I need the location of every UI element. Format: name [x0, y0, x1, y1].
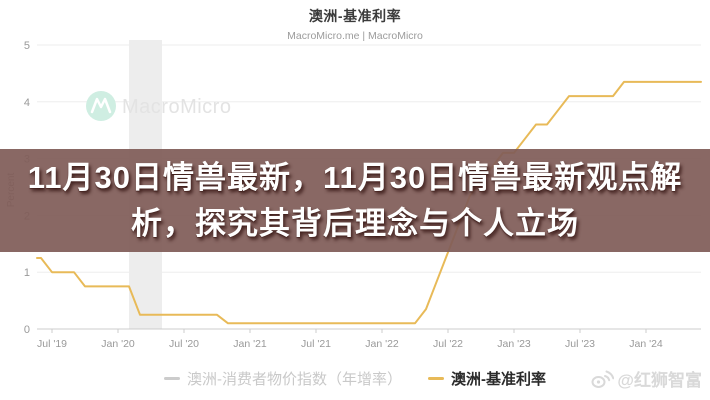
x-tick-label: Jan '24: [629, 338, 663, 350]
legend-label-cpi: 澳洲-消费者物价指数（年增率）: [187, 371, 402, 388]
x-tick-label: Jul '20: [169, 338, 199, 350]
y-tick-label: 5: [24, 40, 30, 52]
headline-overlay-banner: 11月30日情兽最新，11月30日情兽最新观点解 析，探究其背后理念与个人立场: [0, 149, 710, 252]
x-tick-label: Jan '23: [497, 338, 531, 350]
y-tick-label: 4: [24, 97, 30, 109]
y-tick-label: 1: [24, 267, 30, 279]
legend-label-rate: 澳洲-基准利率: [451, 371, 546, 388]
author-watermark: @红狮智富: [590, 366, 702, 391]
x-tick-label: Jul '21: [301, 338, 331, 350]
author-watermark-text: @红狮智富: [617, 371, 702, 390]
x-tick-label: Jan '21: [233, 338, 267, 350]
headline-line-2: 析，探究其背后理念与个人立场: [131, 205, 579, 241]
rate-line-swatch: [428, 377, 444, 380]
chart-title: 澳洲-基准利率: [308, 8, 402, 24]
chart-subtitle: MacroMicro.me | MacroMicro: [287, 30, 423, 42]
y-tick-label: 0: [24, 324, 30, 336]
cpi-line-swatch: [164, 377, 180, 380]
x-tick-label: Jul '23: [565, 338, 595, 350]
x-tick-label: Jan '22: [365, 338, 399, 350]
legend-item-cpi[interactable]: 澳洲-消费者物价指数（年增率）: [164, 368, 402, 389]
weibo-icon: [591, 370, 615, 388]
macromicro-logo-text: MacroMicro: [122, 96, 231, 118]
macromicro-logo-m: [90, 97, 112, 114]
headline-line-1: 11月30日情兽最新，11月30日情兽最新观点解: [27, 159, 683, 195]
x-tick-label: Jul '22: [433, 338, 463, 350]
chart-header: 澳洲-基准利率 MacroMicro.me | MacroMicro: [0, 6, 710, 42]
x-tick-label: Jan '20: [101, 338, 135, 350]
legend-item-rate[interactable]: 澳洲-基准利率: [428, 368, 546, 389]
legend: 澳洲-消费者物价指数（年增率） 澳洲-基准利率: [0, 368, 710, 389]
x-tick-label: Jul '19: [37, 338, 67, 350]
